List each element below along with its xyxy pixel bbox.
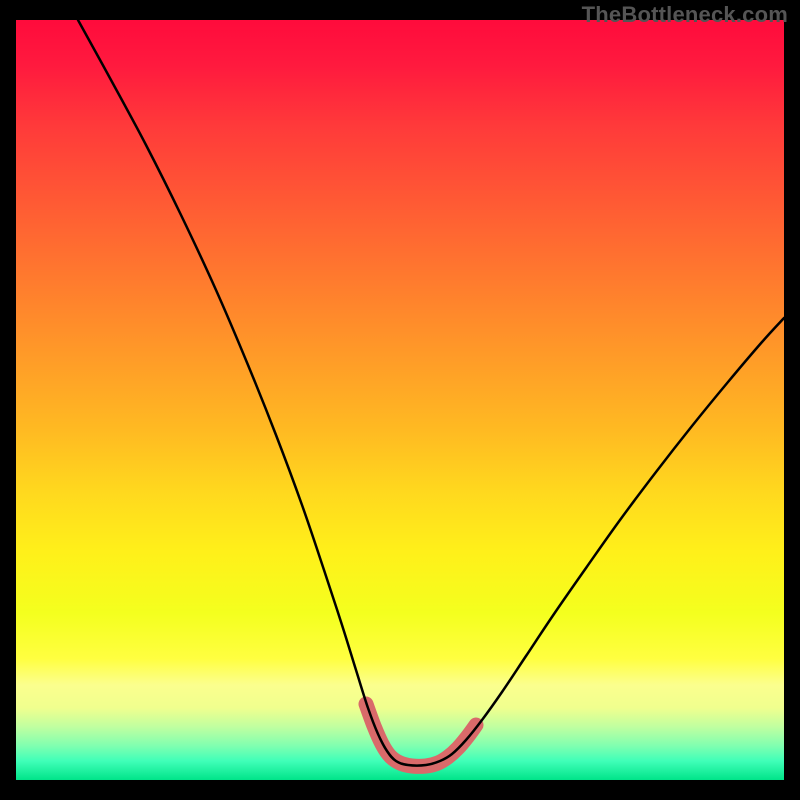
chart-stage: { "canvas": { "width": 800, "height": 80… — [0, 0, 800, 800]
trough-highlight-path — [366, 704, 476, 766]
plot-area — [16, 20, 784, 780]
curve-layer — [16, 20, 784, 780]
bottleneck-curve-path — [78, 20, 784, 766]
watermark-text: TheBottleneck.com — [582, 2, 788, 28]
